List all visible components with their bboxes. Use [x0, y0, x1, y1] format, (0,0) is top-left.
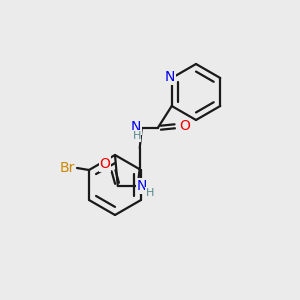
Text: Br: Br — [59, 161, 75, 175]
Text: H: H — [133, 131, 141, 141]
Text: O: O — [99, 157, 110, 171]
Text: O: O — [179, 119, 190, 133]
Text: N: N — [130, 120, 141, 134]
Text: N: N — [136, 179, 147, 193]
Text: H: H — [146, 188, 154, 198]
Text: N: N — [165, 70, 175, 84]
